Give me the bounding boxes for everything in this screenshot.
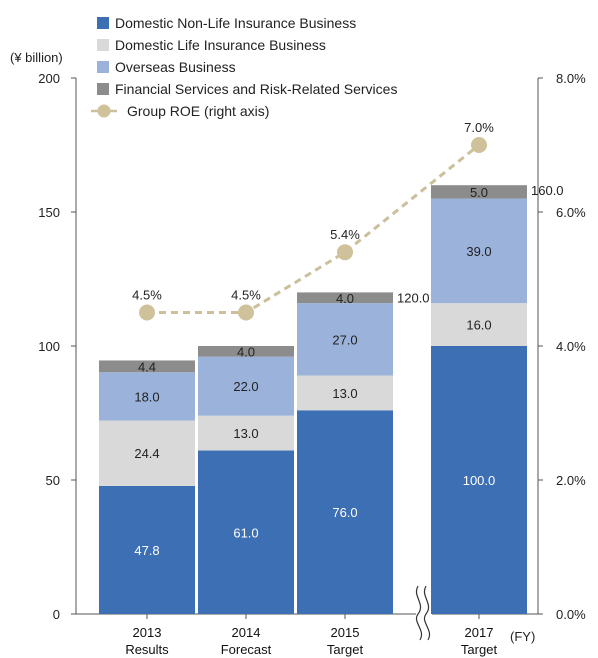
- axis-break-mark: [423, 585, 430, 641]
- bar-segment-label: 24.4: [134, 446, 159, 461]
- roe-point: [471, 137, 487, 153]
- x-tick-label: Results: [125, 642, 169, 657]
- bar-segment: [431, 303, 527, 346]
- roe-point: [238, 304, 254, 321]
- bar-segment: [198, 346, 294, 357]
- y2-tick-label: 2.0%: [556, 473, 586, 488]
- bar-segment-label: 18.0: [134, 389, 159, 404]
- y2-tick-label: 6.0%: [556, 205, 586, 220]
- bar-segment: [297, 303, 393, 376]
- y2-tick-label: 4.0%: [556, 339, 586, 354]
- bar-segment-label: 76.0: [332, 505, 357, 520]
- legend-roe-marker: [97, 104, 111, 118]
- legend-label: Group ROE (right axis): [127, 103, 269, 119]
- legend-label: Domestic Non-Life Insurance Business: [115, 15, 356, 31]
- x-axis-unit-label: (FY): [510, 629, 535, 644]
- bar-segment-label: 47.8: [134, 543, 159, 558]
- x-tick-year: 2014: [232, 625, 261, 640]
- roe-point-label: 4.5%: [132, 288, 162, 303]
- axis-break-mark: [415, 585, 422, 641]
- legend-swatch: [97, 39, 109, 51]
- bar-total-label: 160.0: [531, 183, 564, 198]
- legend-label: Domestic Life Insurance Business: [115, 37, 326, 53]
- bars: 47.824.418.04.494.861.013.022.04.0100.07…: [99, 183, 564, 614]
- bar-segment: [198, 415, 294, 451]
- bar-segment: [431, 346, 527, 614]
- x-tick-label: Target: [327, 642, 364, 657]
- bar-segment-label: 16.0: [466, 318, 491, 333]
- roe-line-path: [147, 143, 480, 314]
- legend: Domestic Non-Life Insurance Business Dome…: [91, 15, 397, 119]
- legend-swatch: [97, 83, 109, 95]
- bar-segment: [99, 360, 195, 373]
- bar-segment-label: 13.0: [233, 426, 258, 441]
- bar-segment-label: 13.0: [332, 386, 357, 401]
- bar-segment-label: 61.0: [233, 525, 258, 540]
- x-tick-year: 2015: [331, 625, 360, 640]
- bar-segment-label: 5.0: [470, 185, 488, 200]
- bar-segment: [198, 356, 294, 416]
- y-tick-label: 100: [38, 339, 60, 354]
- bar-segment: [431, 198, 527, 304]
- bar-segment-label: 4.0: [336, 291, 354, 306]
- y-tick-label: 200: [38, 71, 60, 86]
- legend-label: Financial Services and Risk-Related Serv…: [115, 81, 397, 97]
- roe-point: [139, 304, 155, 321]
- bar-segment: [297, 410, 393, 614]
- bar-segment: [99, 485, 195, 614]
- legend-label: Overseas Business: [115, 59, 236, 75]
- y-tick-label: 150: [38, 205, 60, 220]
- roe-line: 4.5% 4.5% 5.4% 7.0%: [132, 120, 494, 321]
- bar-segment: [297, 292, 393, 304]
- bar-segment: [297, 375, 393, 411]
- x-tick-label: Target: [461, 642, 498, 657]
- y2-tick-label: 8.0%: [556, 71, 586, 86]
- legend-swatch: [97, 61, 109, 73]
- roe-point-label: 5.4%: [330, 227, 360, 242]
- bar-segment: [431, 185, 527, 199]
- x-tick-year: 2013: [133, 625, 162, 640]
- y-axis-unit-label: (¥ billion): [10, 50, 63, 65]
- roe-point: [337, 244, 353, 261]
- roe-point-label: 4.5%: [231, 288, 261, 303]
- bar-segment: [99, 420, 195, 486]
- legend-swatch: [97, 17, 109, 29]
- bar-segment-label: 39.0: [466, 244, 491, 259]
- bar-segment-label: 4.4: [138, 359, 156, 374]
- y-tick-label: 0: [53, 607, 60, 622]
- x-tick-label: Forecast: [221, 642, 272, 657]
- roe-point-label: 7.0%: [464, 120, 494, 135]
- y2-tick-label: 0.0%: [556, 607, 586, 622]
- bar-segment-label: 100.0: [463, 473, 496, 488]
- bar-segment: [198, 450, 294, 614]
- bar-segment-label: 22.0: [233, 379, 258, 394]
- y-tick-label: 50: [46, 473, 60, 488]
- bar-segment: [99, 372, 195, 421]
- x-tick-year: 2017: [465, 625, 494, 640]
- bar-segment-label: 4.0: [237, 344, 255, 359]
- bar-segment-label: 27.0: [332, 332, 357, 347]
- bar-total-label: 120.0: [397, 290, 430, 305]
